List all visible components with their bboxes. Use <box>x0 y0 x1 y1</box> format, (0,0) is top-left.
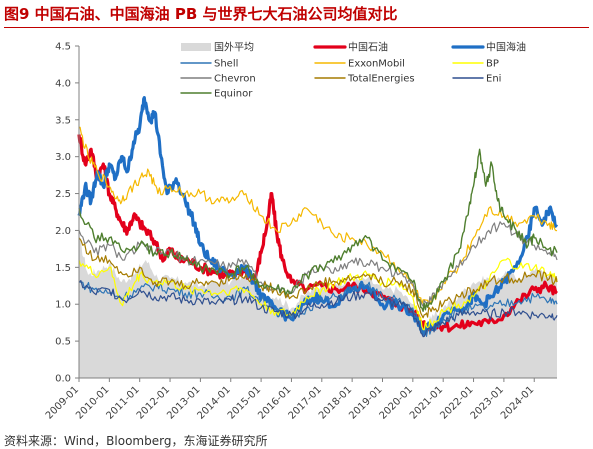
y-tick-label: 3.0 <box>55 152 71 163</box>
legend-label: Eni <box>486 74 501 85</box>
legend-item: 国外平均 <box>181 42 254 54</box>
legend-label: Equinor <box>214 89 253 100</box>
legend-item: 中国石油 <box>313 41 388 54</box>
y-tick-label: 4.5 <box>55 42 71 53</box>
series-line-Shell <box>78 281 558 337</box>
series-line-Chevron <box>78 221 558 307</box>
legend-label: Shell <box>214 59 238 70</box>
legend-swatch <box>181 43 211 51</box>
legend-label: 中国石油 <box>348 41 388 54</box>
source-note: 资料来源：Wind，Bloomberg，东海证券研究所 <box>4 434 268 448</box>
legend-label: TotalEnergies <box>347 74 415 85</box>
y-tick-label: 1.5 <box>55 263 71 274</box>
legend-item: Eni <box>452 74 501 85</box>
series-line-中国石油 <box>77 134 558 333</box>
y-tick-label: 2.5 <box>55 189 71 200</box>
legend-item: 中国海油 <box>451 41 526 54</box>
series-line-ExxonMobil <box>78 126 558 306</box>
legend-item: Shell <box>180 59 238 70</box>
legend-item: TotalEnergies <box>314 74 415 85</box>
y-tick-label: 3.5 <box>55 115 71 126</box>
title-rule <box>4 27 589 28</box>
legend-label: BP <box>486 59 499 70</box>
legend-item: Equinor <box>180 89 253 100</box>
series-area-国外平均 <box>79 237 557 378</box>
legend-label: 国外平均 <box>214 42 254 54</box>
legend-label: 中国海油 <box>486 41 526 54</box>
x-tick-label: 2024-01 <box>499 384 536 421</box>
series-line-TotalEnergies <box>78 237 558 319</box>
legend-label: ExxonMobil <box>348 59 405 70</box>
legend-item: Chevron <box>180 74 256 85</box>
legend-label: Chevron <box>214 74 256 85</box>
legend-item: BP <box>452 59 499 70</box>
y-tick-label: 0.0 <box>55 374 71 385</box>
chart-title: 图9 中国石油、中国海油 PB 与世界七大石油公司均值对比 <box>4 5 398 23</box>
series-line-Equinor <box>78 148 558 312</box>
series-line-Eni <box>78 280 558 338</box>
y-tick-label: 2.0 <box>55 226 71 237</box>
y-tick-label: 4.0 <box>55 78 71 89</box>
legend-item: ExxonMobil <box>314 59 405 70</box>
y-tick-label: 0.5 <box>55 337 71 348</box>
y-tick-label: 1.0 <box>55 300 71 311</box>
